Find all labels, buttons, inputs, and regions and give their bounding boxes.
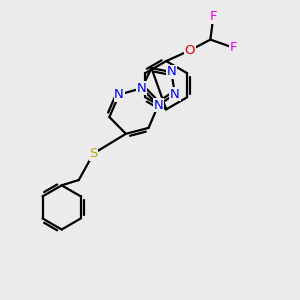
- Text: N: N: [137, 82, 147, 95]
- Text: N: N: [166, 65, 176, 79]
- Text: S: S: [89, 147, 98, 160]
- Text: F: F: [210, 11, 217, 23]
- Text: O: O: [184, 44, 195, 57]
- Text: N: N: [170, 88, 180, 100]
- Text: F: F: [229, 41, 237, 54]
- Text: N: N: [153, 99, 163, 112]
- Text: N: N: [114, 88, 124, 101]
